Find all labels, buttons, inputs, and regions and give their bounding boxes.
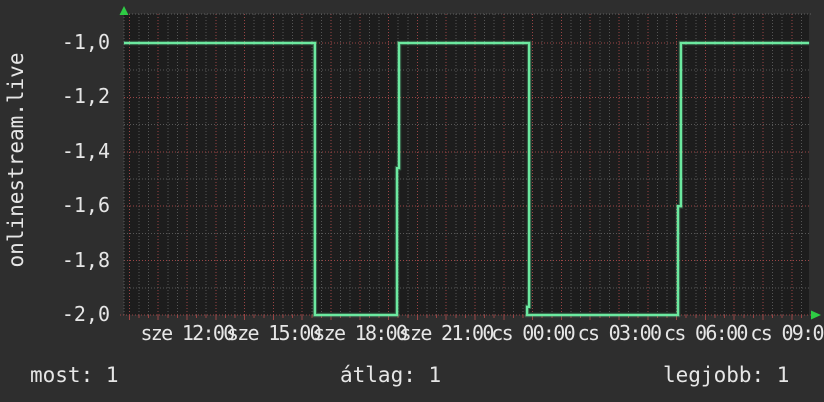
y-axis-label: -1,8: [61, 247, 110, 272]
x-axis-label: cs 09:00: [750, 321, 824, 345]
series-line: [123, 41, 810, 317]
legend-most: most: 1: [30, 363, 119, 387]
grid-vertical: [128, 14, 802, 320]
x-axis-label: sze 21:00: [399, 321, 495, 345]
legend-atlag: átlag: 1: [340, 363, 442, 387]
y-axis-label: -1,2: [61, 84, 110, 109]
y-axis-up-arrow-icon: [119, 6, 129, 15]
plot-area: [124, 14, 809, 315]
x-axis-label: cs 03:00: [577, 321, 662, 345]
x-axis-right-arrow-icon: [811, 310, 821, 320]
x-axis-label: sze 15:00: [226, 321, 322, 345]
plot-border: [120, 13, 812, 316]
x-axis-label: sze 12:00: [140, 321, 235, 345]
y-axis-label: -2,0: [61, 302, 110, 326]
x-axis-label: cs 06:00: [664, 321, 748, 345]
x-axis-label: sze 18:00: [313, 321, 408, 345]
y-axis-label: -1,0: [61, 30, 110, 54]
x-axis-label: cs 00:00: [491, 321, 575, 345]
y-axis-label: -1,6: [61, 193, 110, 218]
legend-legjobb: legjobb: 1: [663, 363, 790, 387]
y-axis-label: -1,4: [61, 138, 110, 163]
